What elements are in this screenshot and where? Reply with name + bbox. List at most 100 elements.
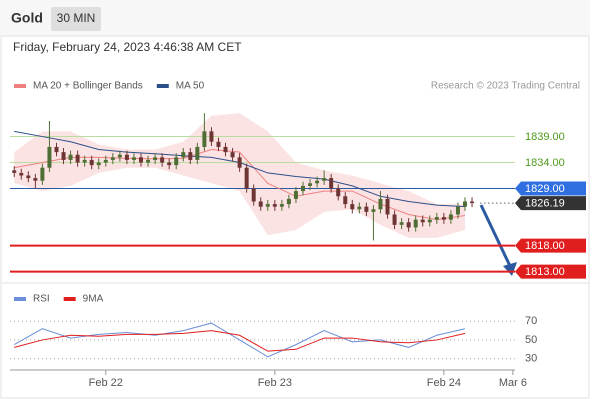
candle-body xyxy=(124,154,129,160)
candle-body xyxy=(336,188,341,197)
level-label: 1834.00 xyxy=(525,157,565,169)
candle-body xyxy=(441,217,446,220)
level-box xyxy=(515,238,586,253)
level-label: 1829.00 xyxy=(525,183,565,195)
candle-body xyxy=(61,152,66,160)
candle-body xyxy=(357,206,362,210)
x-tick-label: Feb 24 xyxy=(427,377,461,389)
candle-body xyxy=(420,219,425,223)
candle-body xyxy=(216,141,221,147)
candle-body xyxy=(343,196,348,205)
level-label: 1839.00 xyxy=(525,131,565,143)
candle-body xyxy=(110,157,115,160)
candle-body xyxy=(378,198,383,210)
candle-body xyxy=(237,157,242,168)
forecast-arrow xyxy=(479,204,512,267)
candle-body xyxy=(188,152,193,160)
candle-body xyxy=(371,209,376,212)
asset-title: Gold xyxy=(11,10,43,26)
legend-swatch xyxy=(14,84,26,88)
bollinger-band xyxy=(14,113,465,238)
candle-body xyxy=(265,204,270,207)
candle-body xyxy=(40,167,45,181)
y-tick-label: 50 xyxy=(525,334,537,346)
x-tick-label: Feb 23 xyxy=(258,377,292,389)
timestamp: Friday, February 24, 2023 4:46:38 AM CET xyxy=(13,40,242,54)
level-label: 1813.00 xyxy=(525,266,565,278)
candle-body xyxy=(131,157,136,160)
candle-body xyxy=(230,152,235,158)
level-label: 1818.00 xyxy=(525,240,565,252)
candle-body xyxy=(82,159,87,163)
candle-body xyxy=(293,191,298,199)
candle-body xyxy=(19,172,24,176)
candle-body xyxy=(146,159,151,163)
candle-body xyxy=(434,217,439,220)
candle-body xyxy=(427,219,432,223)
legend-label: MA 50 xyxy=(176,81,205,92)
legend-swatch xyxy=(63,297,76,301)
level-label: 1826.19 xyxy=(525,198,565,210)
candle-body xyxy=(209,131,214,142)
candle-body xyxy=(406,222,411,228)
candle-body xyxy=(272,204,277,207)
candle-body xyxy=(68,154,73,160)
candle-body xyxy=(195,146,200,160)
x-tick-label: Feb 22 xyxy=(89,377,123,389)
candle-body xyxy=(47,146,52,168)
candle-body xyxy=(33,178,38,181)
candle-body xyxy=(223,146,228,153)
forecast-arrowhead xyxy=(503,262,517,276)
legend-swatch xyxy=(14,297,26,301)
legend-swatch xyxy=(156,84,169,88)
candle-body xyxy=(350,204,355,210)
candle-body xyxy=(167,162,172,166)
candle-body xyxy=(300,185,305,192)
candle-body xyxy=(448,214,453,220)
candle-body xyxy=(251,188,256,202)
candle-body xyxy=(392,214,397,225)
indicator-line xyxy=(14,149,466,221)
candle-body xyxy=(399,222,404,225)
level-box xyxy=(515,264,586,279)
legend: MA 20 + Bollinger Bands MA 50 xyxy=(14,81,205,92)
candle-body xyxy=(258,201,263,207)
candle-body xyxy=(279,204,284,207)
timeframe-badge xyxy=(51,7,101,31)
candle-body xyxy=(286,198,291,205)
candle-body xyxy=(54,146,59,153)
candle-body xyxy=(89,159,94,166)
legend-label: 9MA xyxy=(83,294,104,305)
candle-body xyxy=(96,162,101,166)
candle-body xyxy=(181,152,186,158)
candle-body xyxy=(174,157,179,166)
candle-body xyxy=(413,219,418,228)
timeframe: 30 MIN xyxy=(57,11,96,25)
candle-body xyxy=(160,157,165,163)
y-tick-label: 70 xyxy=(525,315,537,327)
candle-body xyxy=(244,167,249,189)
candle-body xyxy=(322,178,327,181)
candle-body xyxy=(308,183,313,186)
candle-body xyxy=(75,154,80,163)
frame xyxy=(0,35,590,399)
candle-body xyxy=(329,178,334,189)
candle-body xyxy=(202,131,207,147)
candle-body xyxy=(364,206,369,212)
candle-body xyxy=(117,154,122,158)
candle-body xyxy=(12,170,17,173)
candle-body xyxy=(26,175,31,179)
series-line xyxy=(14,330,466,352)
legend: RSI 9MA xyxy=(14,294,104,305)
series-line xyxy=(13,322,466,358)
legend-label: MA 20 + Bollinger Bands xyxy=(33,81,143,92)
y-tick-label: 30 xyxy=(525,353,537,365)
candle-body xyxy=(385,198,390,215)
candle-body xyxy=(455,206,460,215)
candle-body xyxy=(139,157,144,163)
legend-label: RSI xyxy=(33,294,50,305)
source: Research © 2023 Trading Central xyxy=(431,81,580,92)
level-box xyxy=(515,181,586,196)
candle-body xyxy=(103,159,108,163)
